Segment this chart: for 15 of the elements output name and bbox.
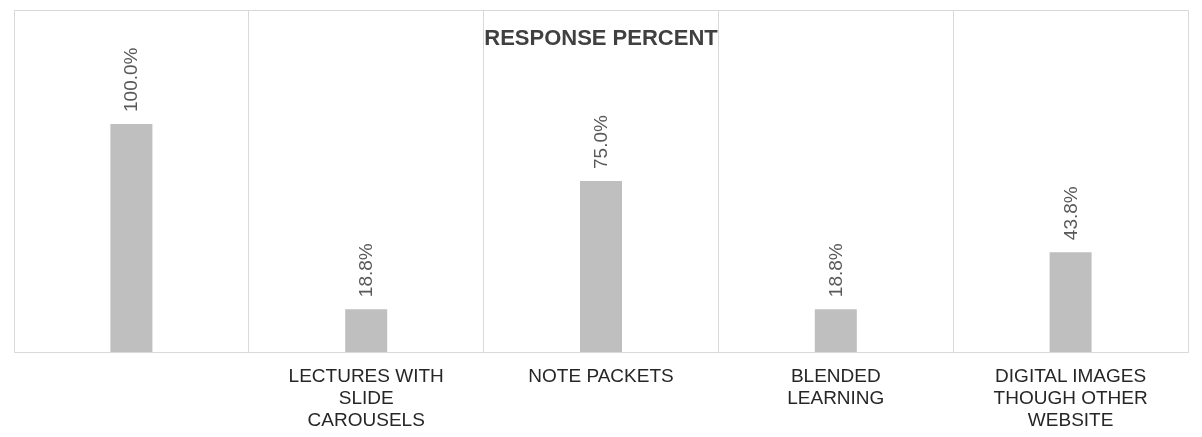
x-tick-label: LECTURES WITH SLIDE CAROUSELS <box>288 364 444 430</box>
bar <box>110 124 153 352</box>
x-tick-label: DIGITAL IMAGES THOUGH OTHER WEBSITE <box>993 364 1148 430</box>
data-label: 43.8% <box>1059 186 1081 241</box>
data-label: 100.0% <box>120 47 142 112</box>
x-tick-label: NOTE PACKETS <box>528 364 674 386</box>
data-label: 75.0% <box>590 115 611 169</box>
bar <box>814 309 857 352</box>
x-tick-label: BLENDED LEARNING <box>787 364 885 408</box>
bar <box>345 309 388 352</box>
bar <box>1049 252 1092 352</box>
bar <box>580 181 622 352</box>
data-label: 18.8% <box>355 243 377 298</box>
data-label: 18.8% <box>824 243 846 298</box>
chart-title: RESPONSE PERCENT <box>484 25 719 50</box>
